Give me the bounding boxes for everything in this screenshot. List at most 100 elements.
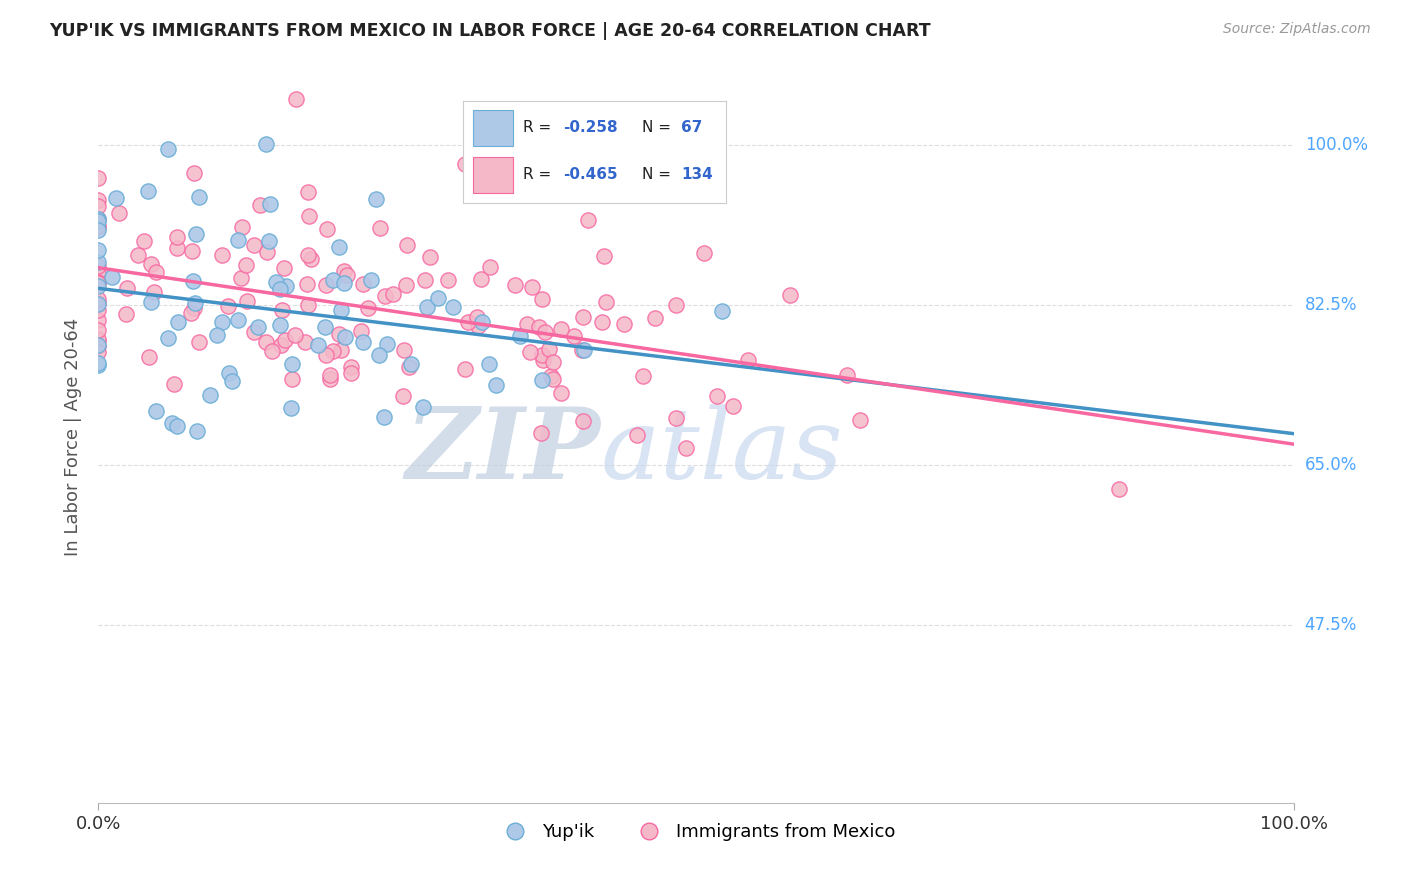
Point <box>572 310 595 324</box>
Point <box>478 357 501 371</box>
Point <box>382 287 405 301</box>
Point <box>550 386 572 401</box>
Point <box>87 276 110 290</box>
Point <box>737 353 759 368</box>
Point <box>217 299 239 313</box>
Point <box>256 245 278 260</box>
Text: atlas: atlas <box>600 404 844 500</box>
Point <box>280 401 302 415</box>
Point <box>503 277 526 292</box>
Point <box>166 229 188 244</box>
Point <box>527 320 550 334</box>
Point <box>221 374 243 388</box>
Point <box>87 199 110 213</box>
Point <box>205 327 228 342</box>
Point <box>299 252 322 266</box>
Point <box>254 136 277 151</box>
Point <box>307 338 329 352</box>
Point <box>87 303 110 318</box>
Point <box>188 190 211 204</box>
Point <box>181 274 204 288</box>
Point <box>115 280 138 294</box>
Point <box>315 349 337 363</box>
Point <box>531 373 554 387</box>
Point <box>319 371 342 385</box>
Point <box>357 301 380 315</box>
Point <box>457 315 479 329</box>
Point <box>631 369 654 384</box>
Point <box>141 257 163 271</box>
Point <box>396 238 419 252</box>
Point <box>143 285 166 300</box>
Point <box>87 275 110 289</box>
Point <box>574 343 596 357</box>
Point <box>329 343 352 358</box>
Point <box>352 277 374 291</box>
Point <box>368 221 391 235</box>
Point <box>87 292 110 306</box>
Point <box>479 260 502 274</box>
Text: 47.5%: 47.5% <box>1305 615 1357 633</box>
Point <box>226 233 249 247</box>
Point <box>368 348 391 362</box>
Point <box>273 260 295 275</box>
Point <box>336 268 359 283</box>
Point <box>626 428 648 442</box>
Point <box>530 425 553 440</box>
Point <box>260 343 283 358</box>
Point <box>274 333 297 347</box>
Point <box>87 220 110 235</box>
Point <box>243 238 266 252</box>
Point <box>373 409 395 424</box>
Point <box>509 328 531 343</box>
Point <box>186 424 208 438</box>
Point <box>540 369 562 384</box>
Point <box>87 358 110 372</box>
Point <box>322 273 344 287</box>
Point <box>595 295 617 310</box>
Point <box>471 315 494 329</box>
Point <box>333 330 356 344</box>
Text: 82.5%: 82.5% <box>1305 295 1357 313</box>
Point <box>270 338 292 352</box>
Point <box>454 362 477 376</box>
Point <box>721 399 744 413</box>
Point <box>188 334 211 349</box>
Point <box>516 318 538 332</box>
Point <box>186 227 208 241</box>
Point <box>184 296 207 310</box>
Point <box>531 348 554 362</box>
Point <box>226 312 249 326</box>
Point <box>104 191 127 205</box>
Point <box>284 327 307 342</box>
Point <box>87 212 110 227</box>
Point <box>465 310 488 324</box>
Text: 65.0%: 65.0% <box>1305 456 1357 474</box>
Point <box>115 307 138 321</box>
Text: YUP'IK VS IMMIGRANTS FROM MEXICO IN LABOR FORCE | AGE 20-64 CORRELATION CHART: YUP'IK VS IMMIGRANTS FROM MEXICO IN LABO… <box>49 22 931 40</box>
Point <box>533 325 555 339</box>
Legend: Yup'ik, Immigrants from Mexico: Yup'ik, Immigrants from Mexico <box>489 816 903 848</box>
Point <box>276 279 298 293</box>
Point <box>243 325 266 339</box>
Point <box>156 143 179 157</box>
Point <box>710 304 733 318</box>
Point <box>592 249 614 263</box>
Point <box>350 324 373 338</box>
Point <box>392 389 415 403</box>
Point <box>328 240 350 254</box>
Point <box>160 416 183 430</box>
Point <box>87 219 110 233</box>
Point <box>613 317 636 331</box>
Point <box>564 329 586 343</box>
Point <box>398 359 420 374</box>
Point <box>236 294 259 309</box>
Point <box>107 206 129 220</box>
Point <box>259 197 281 211</box>
Point <box>166 241 188 255</box>
Point <box>87 332 110 346</box>
Point <box>377 336 399 351</box>
Point <box>1108 482 1130 496</box>
Point <box>297 298 319 312</box>
Point <box>328 326 350 341</box>
